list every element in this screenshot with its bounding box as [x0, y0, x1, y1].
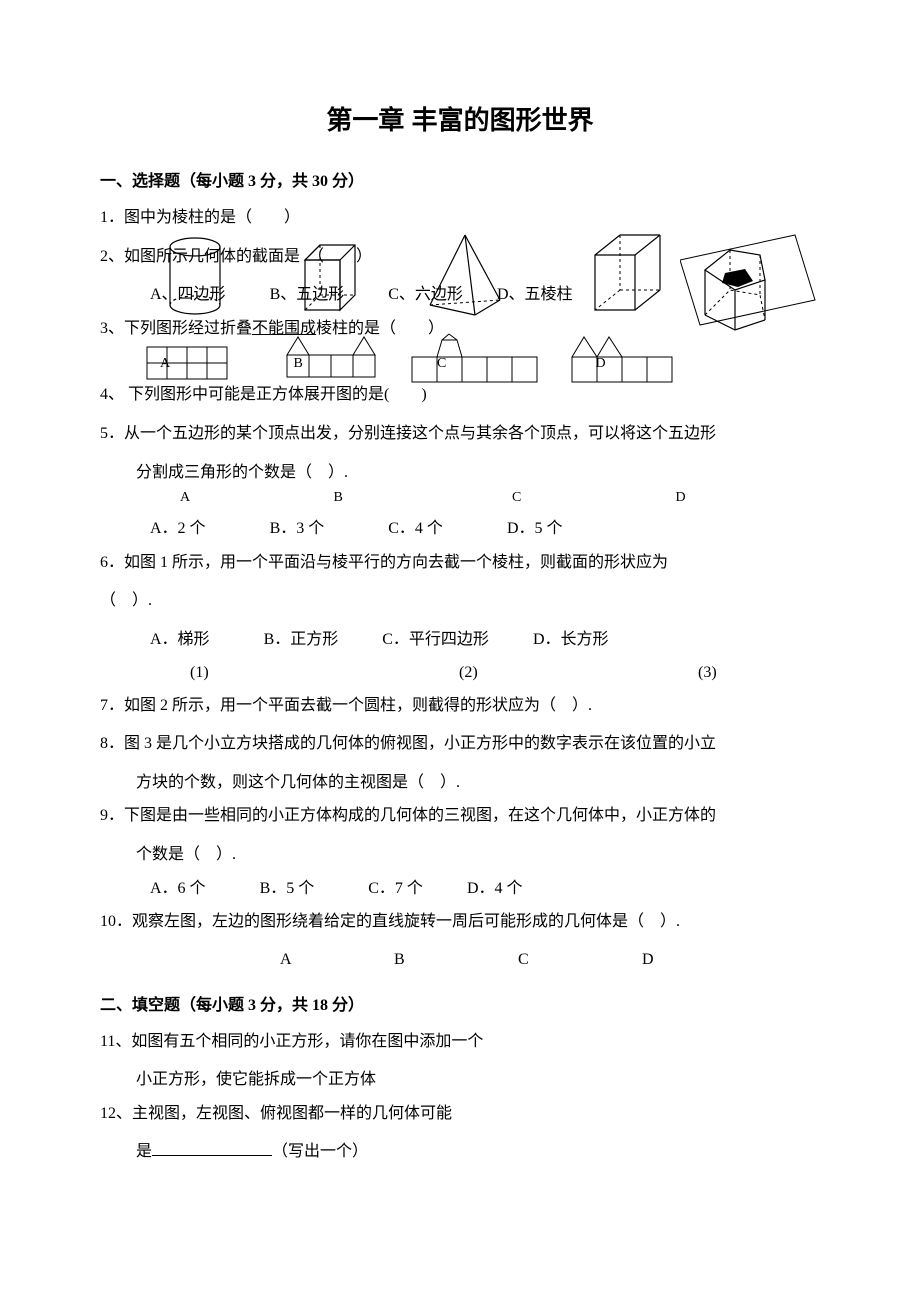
q3-label-b: B: [294, 350, 434, 378]
q6-options: A．梯形 B．正方形 C．平行四边形 D．长方形: [100, 623, 820, 657]
q12-line1: 12、主视图，左视图、俯视图都一样的几何体可能: [100, 1097, 820, 1131]
q10-label-a: A: [280, 944, 390, 976]
section-2-header: 二、填空题（每小题 3 分，共 18 分）: [100, 991, 820, 1015]
q8-line2: 方块的个数，则这个几何体的主视图是（ ）.: [100, 766, 820, 800]
q12-line2: 是 （写出一个）: [100, 1135, 820, 1169]
q6-line2: （ ）.: [100, 584, 820, 618]
q9-line1: 9．下图是由一些相同的小正方体构成的几何体的三视图，在这个几何体中，小正方体的: [100, 799, 820, 833]
q6-opt-b: B．正方形: [264, 623, 339, 657]
q3-pre: 3、下列图形经过折叠: [100, 320, 252, 337]
q5-opt-d: D．5 个: [507, 512, 563, 546]
fig-3: (3): [698, 657, 717, 689]
q3-label-c: C: [437, 350, 592, 378]
q12-l2a: 是: [136, 1143, 152, 1160]
section-1-header: 一、选择题（每小题 3 分，共 30 分）: [100, 167, 820, 191]
q2: 2、如图所示几何体的截面是 （ ）: [100, 240, 820, 274]
q11-line1: 11、如图有五个相同的小正方形，请你在图中添加一个: [100, 1025, 820, 1059]
q3-label-d: D: [596, 350, 606, 378]
q9-opt-d: D．4 个: [467, 872, 523, 906]
q6-line1: 6．如图 1 所示，用一个平面沿与棱平行的方向去截一个棱柱，则截面的形状应为: [100, 546, 820, 580]
q5-opt-a: A．2 个: [150, 512, 206, 546]
q2-opt-c: C、六边形: [388, 278, 463, 312]
q4-labels: A B C D: [100, 484, 820, 512]
q11-line2: 小正方形，使它能拆成一个正方体: [100, 1063, 820, 1097]
q8-line1: 8．图 3 是几个小立方块搭成的几何体的俯视图，小正方形中的数字表示在该位置的小…: [100, 727, 820, 761]
fig-labels: (1) (2) (3): [100, 657, 820, 689]
q4-label-d: D: [676, 484, 686, 512]
q2-opt-b: B、五边形: [270, 278, 345, 312]
q4-label-b: B: [334, 484, 509, 512]
q10-labels: A B C D: [100, 944, 820, 976]
q6-opt-d: D．长方形: [533, 623, 609, 657]
q3-labels: A B C D: [100, 350, 820, 378]
q6-opt-a: A．梯形: [150, 623, 210, 657]
q9-line2: 个数是（ ）.: [100, 838, 820, 872]
q9-opt-c: C．7 个: [368, 872, 423, 906]
q3: 3、下列图形经过折叠不能围成棱柱的是（ ）: [100, 312, 820, 346]
q4-label-c: C: [512, 484, 672, 512]
q2-options: A、四边形 B、五边形 C、六边形 D、五棱柱: [100, 278, 820, 312]
q7: 7．如图 2 所示，用一个平面去截一个圆柱，则截得的形状应为（ ）.: [100, 689, 820, 723]
q5-options: A．2 个 B．3 个 C．4 个 D．5 个: [100, 512, 820, 546]
q5-line1: 5．从一个五边形的某个顶点出发，分别连接这个点与其余各个顶点，可以将这个五边形: [100, 417, 820, 451]
q6-opt-c: C．平行四边形: [382, 623, 489, 657]
q10: 10．观察左图，左边的图形绕着给定的直线旋转一周后可能形成的几何体是（ ）.: [100, 905, 820, 939]
q5-opt-c: C．4 个: [388, 512, 443, 546]
page-title: 第一章 丰富的图形世界: [100, 100, 820, 137]
q3-mid: 不能围成: [252, 320, 316, 337]
q2-opt-a: A、四边形: [150, 278, 226, 312]
q12-l2b: （写出一个）: [272, 1143, 368, 1160]
q4: 4、 下列图形中可能是正方体展开图的是( ): [100, 378, 820, 412]
q10-label-c: C: [518, 944, 638, 976]
q10-label-b: B: [394, 944, 514, 976]
q3-label-a: A: [160, 350, 290, 378]
q5-opt-b: B．3 个: [270, 512, 325, 546]
q9-opt-b: B．5 个: [260, 872, 315, 906]
q3-post: 棱柱的是（ ）: [316, 320, 444, 337]
fig-2: (2): [459, 657, 694, 689]
q10-label-d: D: [642, 944, 654, 976]
fig-1: (1): [190, 657, 455, 689]
q9-opt-a: A．6 个: [150, 872, 206, 906]
q4-label-a: A: [180, 484, 330, 512]
q9-options: A．6 个 B．5 个 C．7 个 D．4 个: [100, 872, 820, 906]
q1: 1．图中为棱柱的是（ ）: [100, 201, 820, 235]
q12-blank: [152, 1155, 272, 1156]
q5-line2-text: 分割成三角形的个数是（ ）.: [136, 464, 348, 481]
q2-opt-d: D、五棱柱: [497, 278, 573, 312]
